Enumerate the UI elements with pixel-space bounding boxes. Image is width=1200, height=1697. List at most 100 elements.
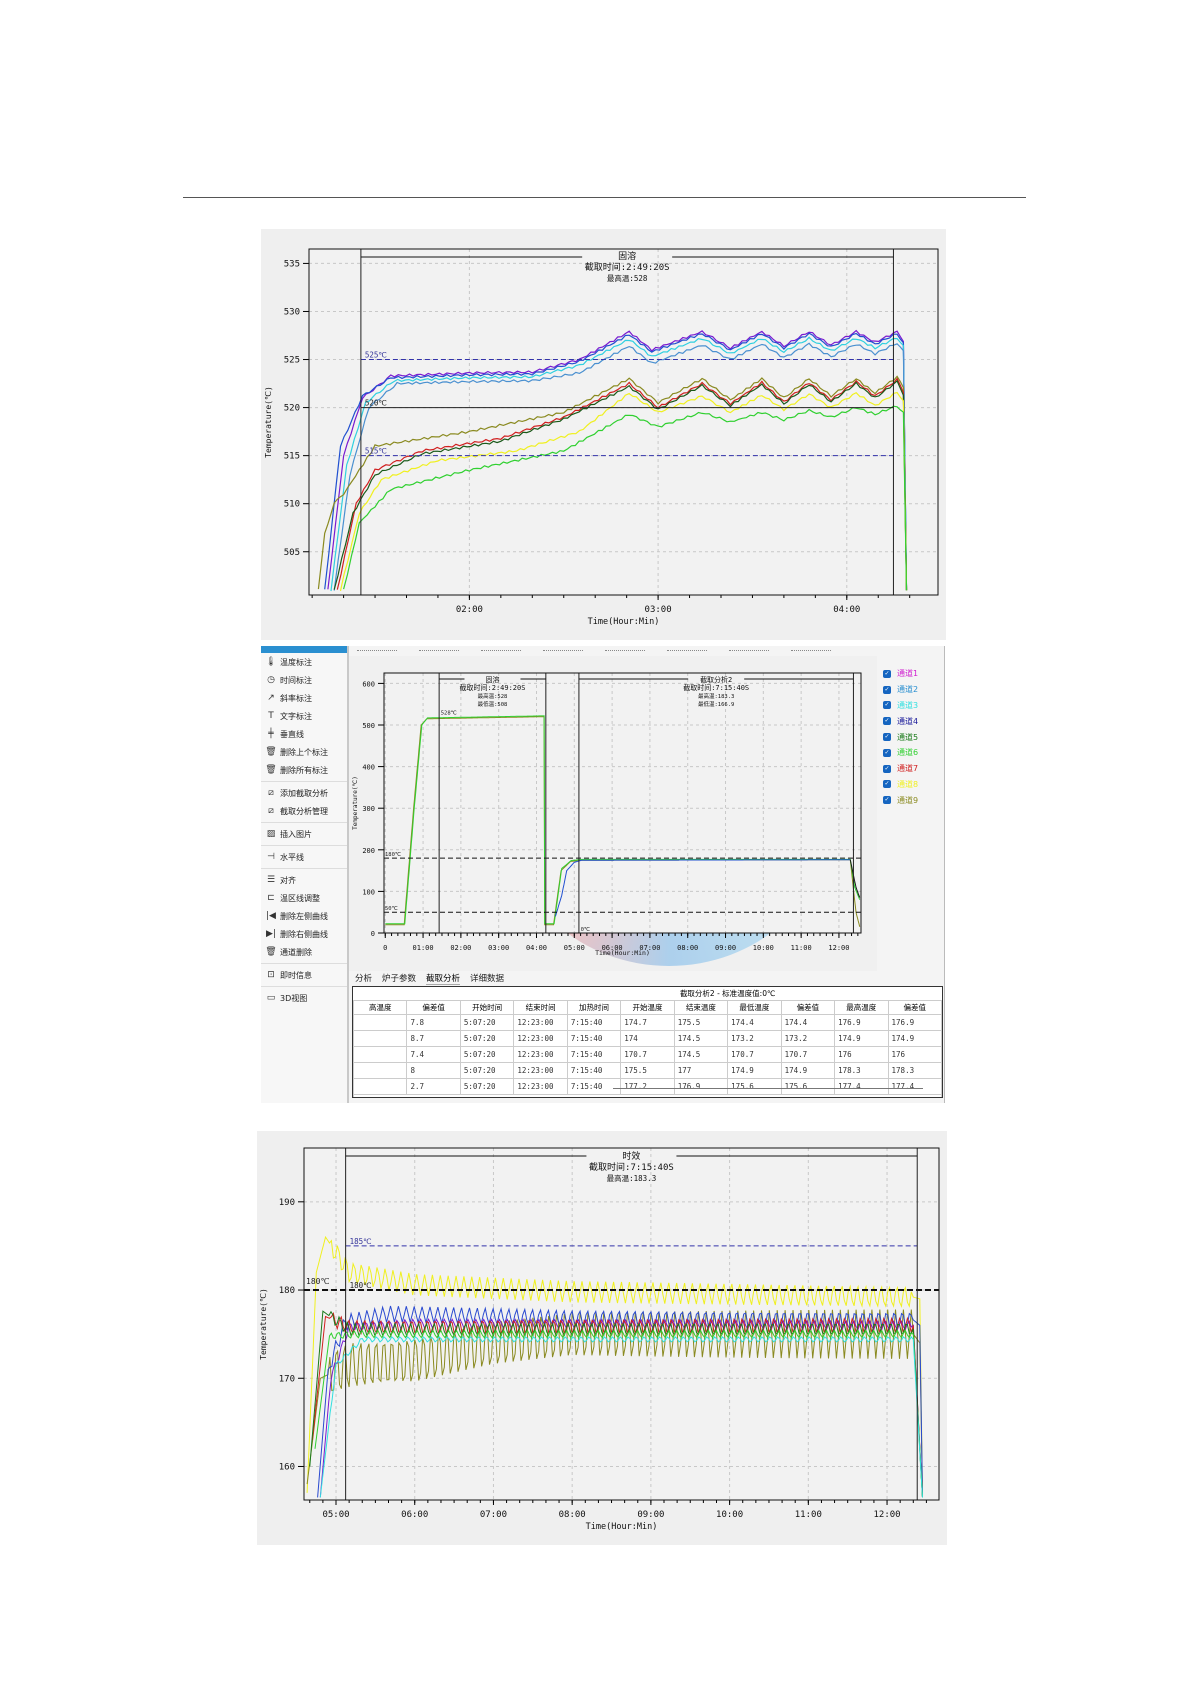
checkbox-checked-icon[interactable]: ✓ (883, 796, 891, 805)
sidebar-item-label: 删除所有标注 (280, 765, 328, 775)
column-header[interactable]: 最高温度 (834, 1000, 889, 1015)
legend-label: 通道6 (897, 748, 919, 758)
analysis-table: 截取分析2 - 标准温度值:0℃ 高温度 偏差值 开始时间 结束时间 加热时间 开始温度结… (352, 986, 943, 1098)
legend-item-channel-6[interactable]: ✓ 通道6 (883, 745, 918, 761)
legend-item-channel-4[interactable]: ✓ 通道4 (883, 713, 918, 729)
column-header[interactable]: 结束时间 (513, 1000, 568, 1015)
table-cell: 173.2 (780, 1030, 836, 1047)
table-row[interactable]: 2.7 5:07:20 12:23:00 7:15:40 177.2 176.9 175.6… (353, 1078, 942, 1095)
tab-3[interactable]: 截取分析 (426, 974, 461, 985)
table-cell: 176 (887, 1046, 942, 1063)
legend-item-channel-3[interactable]: ✓ 通道3 (883, 698, 918, 714)
sidebar-item-13[interactable]: ⊏ 温区线调整 (261, 889, 347, 907)
table-cell: 177.4 (887, 1078, 942, 1095)
column-header[interactable]: 最低温度 (727, 1000, 782, 1015)
table-row[interactable]: 8 5:07:20 12:23:00 7:15:40 175.5 177 174.9 174.… (353, 1062, 942, 1079)
legend-item-channel-9[interactable]: ✓ 通道9 (883, 792, 918, 808)
table-row[interactable]: 7.8 5:07:20 12:23:00 7:15:40 174.7 175.5 174.4… (353, 1014, 942, 1031)
checkbox-checked-icon[interactable]: ✓ (883, 733, 891, 742)
series-line-2 (324, 332, 908, 591)
column-header[interactable]: 开始温度 (620, 1000, 675, 1015)
checkbox-checked-icon[interactable]: ✓ (883, 764, 891, 773)
sidebar-item-17[interactable]: ⊡ 即时信息 (261, 966, 347, 984)
sidebar-item-18[interactable]: ▭ 3D视图 (261, 989, 347, 1007)
table-row[interactable]: 7.4 5:07:20 12:23:00 7:15:40 170.7 174.5 170.7… (353, 1046, 942, 1063)
sidebar-item-5[interactable]: ╪ 垂直线 (261, 725, 347, 743)
y-tick-label: 500 (362, 722, 375, 730)
toolbar-item[interactable] (729, 649, 769, 652)
checkbox-checked-icon[interactable]: ✓ (883, 669, 891, 678)
sidebar-item-9[interactable]: ⧄ 截取分析管理 (261, 802, 347, 820)
table-cell: 177.2 (620, 1078, 675, 1095)
legend-item-channel-5[interactable]: ✓ 通道5 (883, 729, 918, 745)
sidebar-item-3[interactable]: ↗ 斜率标注 (261, 689, 347, 707)
x-tick-label: 06:00 (602, 944, 623, 952)
tab-4[interactable]: 详细数据 (470, 974, 505, 984)
sidebar-item-6[interactable]: 🗑 删除上个标注 (261, 743, 347, 761)
toolbar-item[interactable] (605, 649, 645, 652)
sidebar-item-8[interactable]: ⧄ 添加截取分析 (261, 784, 347, 802)
horizontal-scrollbar[interactable] (613, 1088, 923, 1089)
column-header[interactable]: 高温度 (353, 1000, 408, 1015)
toolbar-item[interactable] (357, 649, 397, 652)
legend-item-channel-1[interactable]: ✓ 通道1 (883, 666, 918, 682)
table-cell: 176 (834, 1046, 889, 1063)
sidebar-item-10[interactable]: ▨ 插入图片 (261, 825, 347, 843)
tab-2[interactable]: 炉子参数 (382, 974, 417, 984)
toolbar-item[interactable] (791, 649, 831, 652)
sidebar-item-1[interactable]: 🌡 温度标注 (261, 653, 347, 671)
sidebar-item-4[interactable]: T 文字标注 (261, 707, 347, 725)
column-header[interactable]: 偏差值 (780, 1000, 836, 1015)
column-header[interactable]: 开始时间 (459, 1000, 515, 1015)
y-tick-label: 505 (284, 548, 300, 558)
sidebar-item-7[interactable]: 🗑 删除所有标注 (261, 761, 347, 779)
sidebar-item-16[interactable]: 🗑 通道删除 (261, 943, 347, 961)
checkbox-checked-icon[interactable]: ✓ (883, 717, 891, 726)
legend-item-channel-8[interactable]: ✓ 通道8 (883, 777, 918, 793)
sidebar-item-11[interactable]: ⊣ 水平线 (261, 848, 347, 866)
checkbox-checked-icon[interactable]: ✓ (883, 701, 891, 710)
y-tick-label: 100 (362, 888, 375, 896)
checkbox-checked-icon[interactable]: ✓ (883, 780, 891, 789)
toolbar-item[interactable] (419, 649, 459, 652)
table-cell: 12:23:00 (513, 1030, 568, 1047)
table-cell (353, 1014, 408, 1031)
toolbar-item[interactable] (481, 649, 521, 652)
sidebar-item-2[interactable]: ◷ 时间标注 (261, 671, 347, 689)
reference-line-label: 528℃ (441, 711, 458, 717)
align-icon: ☰ (266, 875, 276, 885)
column-header[interactable]: 结束温度 (673, 1000, 729, 1015)
trash-icon: 🗑 (265, 765, 277, 775)
crop-icon: ⧄ (268, 788, 274, 798)
table-row[interactable]: 8.7 5:07:20 12:23:00 7:15:40 174 174.5 173.2 17… (353, 1030, 942, 1047)
column-header[interactable]: 加热时间 (566, 1000, 622, 1015)
sidebar-item-label: 水平线 (280, 852, 304, 862)
analysis-app-window: 🌡 温度标注 ◷ 时间标注 ↗ 斜率标注 T 文字标注 ╪ 垂直线 🗑 删除上个标注 🗑 删除所有标注 ⧄ 添… (261, 646, 945, 1103)
table-cell: 176.9 (673, 1078, 729, 1095)
table-cell: 175.5 (620, 1062, 675, 1079)
sidebar-item-label: 文字标注 (280, 711, 312, 721)
x-tick-label: 11:00 (795, 1510, 822, 1520)
column-header[interactable]: 偏差值 (406, 1000, 461, 1015)
toolbar-item[interactable] (667, 649, 707, 652)
table-cell: 8 (406, 1062, 461, 1079)
legend-item-channel-7[interactable]: ✓ 通道7 (883, 761, 918, 777)
channel-legend: ✓ 通道1 ✓ 通道2 ✓ 通道3 ✓ 通道4 ✓ 通道5 ✓ 通道6 ✓ 通道7 ✓ 通道8 ✓ 通道9 (883, 666, 918, 808)
table-cell: 5:07:20 (459, 1014, 515, 1031)
delete-left-icon: |◀ (266, 911, 276, 921)
column-header[interactable]: 偏差值 (887, 1000, 942, 1015)
top-toolbar (349, 646, 944, 655)
sidebar-item-12[interactable]: ☰ 对齐 (261, 871, 347, 889)
legend-item-channel-2[interactable]: ✓ 通道2 (883, 682, 918, 698)
sidebar-item-14[interactable]: |◀ 删除左侧曲线 (261, 907, 347, 925)
table-cell: 173.2 (727, 1030, 782, 1047)
checkbox-checked-icon[interactable]: ✓ (883, 685, 891, 694)
checkbox-checked-icon[interactable]: ✓ (883, 748, 891, 757)
y-tick-label: 525 (284, 356, 300, 366)
toolbar-item[interactable] (543, 649, 583, 652)
sidebar-item-15[interactable]: ▶| 删除右侧曲线 (261, 925, 347, 943)
tab-1[interactable]: 分析 (355, 974, 373, 984)
x-tick-label: 09:00 (715, 944, 736, 952)
chart-full-profile: 南北潮 nbchao.com 400-600-7498 001:0002:000… (349, 656, 877, 971)
table-cell: 174.5 (673, 1046, 729, 1063)
